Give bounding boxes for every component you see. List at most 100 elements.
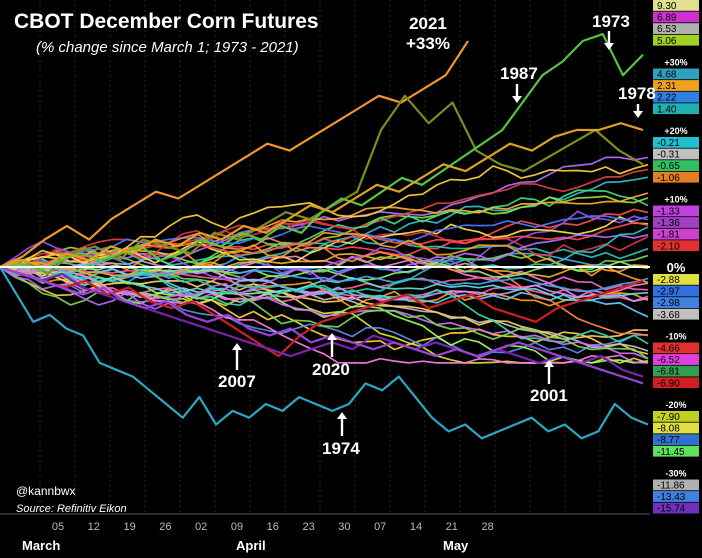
arrow-2001 xyxy=(544,360,554,384)
x-tick-label: 21 xyxy=(446,521,458,533)
end-label-text: -2.88 xyxy=(657,275,680,286)
end-label-box xyxy=(653,479,699,491)
end-label-text: 9.30 xyxy=(657,1,677,12)
y-axis-label: +10% xyxy=(664,195,687,205)
series-line-1973 xyxy=(0,32,644,272)
x-tick-label: 12 xyxy=(88,521,100,533)
end-label-text: -6.81 xyxy=(657,367,680,378)
end-label-text: -11.45 xyxy=(657,447,685,458)
background-series-line xyxy=(0,192,649,268)
annotation-2001: 2001 xyxy=(530,386,568,406)
end-label-text: -8.08 xyxy=(657,424,680,435)
arrow-1973 xyxy=(604,31,614,50)
annotation-2021: 2021 +33% xyxy=(406,14,450,54)
arrow-1974 xyxy=(337,412,347,436)
end-label-text: -1.81 xyxy=(657,230,680,241)
y-axis-label: -20% xyxy=(665,400,686,410)
annotation-2007: 2007 xyxy=(218,372,256,392)
end-label-box xyxy=(653,274,699,285)
end-label-text: -8.77 xyxy=(657,435,680,446)
end-label-box xyxy=(653,228,699,240)
end-label-text: -2.98 xyxy=(657,298,680,309)
annotation-1987-label: 1987 xyxy=(500,64,538,83)
end-label-box xyxy=(653,11,699,23)
arrow-2007 xyxy=(232,343,242,370)
end-label-box xyxy=(653,297,699,308)
end-label-text: -13.43 xyxy=(657,492,686,503)
end-label-text: -2.97 xyxy=(657,287,680,298)
end-label-text: -15.74 xyxy=(657,504,686,515)
annotation-2001-label: 2001 xyxy=(530,386,568,405)
annotation-2020: 2020 xyxy=(312,360,350,380)
end-label-text: -3.68 xyxy=(657,310,680,321)
end-labels-layer: 9.306.896.535.064.682.312.221.40-0.21-0.… xyxy=(653,0,699,515)
arrow-1978 xyxy=(633,104,643,118)
end-label-text: -4.66 xyxy=(657,344,680,355)
annotation-2021-sublabel: +33% xyxy=(406,34,450,53)
end-label-text: -1.06 xyxy=(657,173,680,184)
end-label-box xyxy=(653,68,699,80)
x-tick-label: 19 xyxy=(123,521,135,533)
x-tick-label: 07 xyxy=(374,521,386,533)
annotation-1973: 1973 xyxy=(592,12,630,32)
end-label-text: -6.52 xyxy=(657,355,680,366)
end-label-text: -1.36 xyxy=(657,218,680,229)
annotation-1987: 1987 xyxy=(500,64,538,84)
end-label-text: 4.68 xyxy=(657,70,677,81)
annotation-2020-label: 2020 xyxy=(312,360,350,379)
x-tick-label: 14 xyxy=(410,521,422,533)
end-label-text: -0.31 xyxy=(657,150,680,161)
end-label-box xyxy=(653,445,699,457)
end-label-box xyxy=(653,80,699,91)
end-label-box xyxy=(653,217,699,228)
background-series-line xyxy=(0,266,649,302)
series-line-2001 xyxy=(0,265,644,385)
end-label-box xyxy=(653,103,699,115)
end-label-box xyxy=(653,240,699,252)
series-line-2020 xyxy=(0,265,644,378)
y-axis-label: +30% xyxy=(664,58,687,68)
annotation-1973-label: 1973 xyxy=(592,12,630,31)
end-label-box xyxy=(653,285,699,297)
y-axis-label: +20% xyxy=(664,126,687,136)
background-series-line xyxy=(0,266,649,302)
chart-subtitle: (% change since March 1; 1973 - 2021) xyxy=(36,39,299,56)
x-tick-label: 23 xyxy=(302,521,314,533)
end-label-text: 2.22 xyxy=(657,93,677,104)
arrow-1987 xyxy=(512,84,522,103)
end-label-text: 6.89 xyxy=(657,13,677,24)
background-series-line xyxy=(0,231,649,284)
chart-title: CBOT December Corn Futures xyxy=(14,10,319,33)
end-label-box xyxy=(653,491,699,502)
background-series-line xyxy=(0,263,649,318)
end-label-box xyxy=(653,171,699,183)
end-label-box xyxy=(653,148,699,160)
end-label-box xyxy=(653,91,699,103)
end-label-text: -11.86 xyxy=(657,481,685,492)
month-label: March xyxy=(22,538,60,553)
x-axis: 05 12 19 26 02 09 16 23 30 07 14 21 28 March April May xyxy=(0,513,650,558)
end-label-box xyxy=(653,434,699,445)
end-label-box xyxy=(653,205,699,217)
end-label-box xyxy=(653,377,699,389)
end-label-text: 6.53 xyxy=(657,24,677,35)
annotation-1974: 1974 xyxy=(322,439,360,459)
x-tick-label: 26 xyxy=(159,521,171,533)
end-label-text: -7.90 xyxy=(657,412,680,423)
arrow-2020 xyxy=(327,333,337,357)
background-series-line xyxy=(0,168,649,268)
x-tick-label: 05 xyxy=(52,521,64,533)
end-label-box xyxy=(653,502,699,514)
end-label-text: -2.10 xyxy=(657,241,680,252)
x-tick-label: 16 xyxy=(267,521,279,533)
author-handle: @kannbwx xyxy=(16,484,76,498)
background-series-line xyxy=(0,250,649,309)
end-label-text: -6.90 xyxy=(657,378,680,389)
end-label-text: -0.65 xyxy=(657,161,680,172)
series-line-2007 xyxy=(0,265,644,358)
end-label-box xyxy=(653,137,699,148)
end-label-text: 5.06 xyxy=(657,36,677,47)
background-series-line xyxy=(0,266,649,360)
annotation-2021-label: 2021 xyxy=(409,14,447,33)
